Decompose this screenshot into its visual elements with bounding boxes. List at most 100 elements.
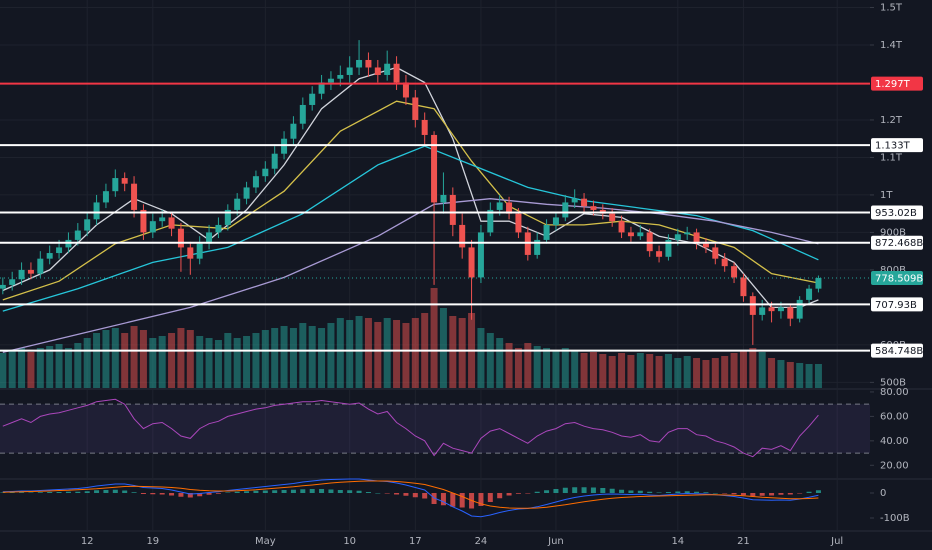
- histogram-bar: [103, 490, 109, 493]
- volume-bar: [186, 330, 194, 388]
- volume-bar: [458, 318, 466, 388]
- y-tick-label: 1.4T: [880, 40, 903, 51]
- histogram-bar: [215, 493, 221, 494]
- candle-body: [262, 168, 269, 177]
- candle-body: [84, 219, 91, 231]
- moving-average: [2, 66, 819, 309]
- histogram-bar: [394, 493, 400, 495]
- candle-body: [0, 284, 6, 289]
- x-tick-label: 14: [671, 536, 684, 547]
- histogram-bar: [619, 489, 625, 493]
- candle-body: [684, 232, 691, 235]
- x-tick-label: May: [255, 536, 276, 547]
- histogram-bar: [253, 490, 259, 493]
- volume-bar: [711, 358, 719, 388]
- histogram-bar: [262, 490, 268, 493]
- candle-body: [318, 82, 325, 94]
- histogram-bar: [759, 493, 765, 496]
- x-tick-label: 17: [409, 536, 422, 547]
- volume-bar: [149, 338, 157, 388]
- candle-body: [721, 258, 728, 267]
- candle-body: [299, 104, 306, 124]
- candle-body: [618, 221, 625, 233]
- volume-bar: [158, 336, 166, 388]
- candle-body: [487, 209, 494, 233]
- candle-body: [759, 307, 766, 315]
- y-tick-label: 1.2T: [880, 115, 903, 126]
- price-label-box: [871, 235, 923, 250]
- volume-bar: [8, 350, 16, 388]
- histogram-bar: [581, 487, 587, 493]
- histogram-bar: [234, 491, 240, 493]
- x-tick-label: 21: [737, 536, 750, 547]
- histogram-bar: [347, 490, 353, 493]
- volume-bar: [571, 350, 579, 388]
- volume-bar: [580, 353, 588, 388]
- candle-body: [496, 202, 503, 210]
- price-label-box: [871, 270, 923, 285]
- x-tick-label: Jun: [547, 536, 564, 547]
- x-tick-label: 10: [343, 536, 356, 547]
- histogram-bar: [65, 491, 71, 493]
- histogram-bar: [647, 491, 653, 493]
- price-label: 778.509B: [875, 273, 923, 284]
- candle-body: [37, 258, 44, 274]
- histogram-bar: [440, 493, 446, 506]
- candle-body: [27, 269, 34, 274]
- candle-body: [749, 296, 756, 315]
- x-tick-label: 19: [146, 536, 159, 547]
- candle-body: [431, 134, 438, 203]
- candle-body: [112, 178, 119, 192]
- candle-body: [252, 176, 259, 188]
- histogram-bar: [628, 490, 634, 493]
- histogram-bar: [703, 492, 709, 493]
- candle-body: [777, 307, 784, 312]
- volume-bar: [739, 350, 747, 388]
- y-tick-label: 20.00: [880, 460, 909, 471]
- volume-bar: [721, 356, 729, 388]
- candle-body: [346, 67, 353, 75]
- candle-body: [693, 232, 700, 244]
- candle-body: [637, 232, 644, 237]
- candle-body: [149, 221, 156, 233]
- histogram-bar: [112, 489, 118, 493]
- candle-body: [140, 209, 147, 233]
- histogram-bar: [9, 492, 15, 493]
- price-label: 707.93B: [875, 300, 917, 311]
- volume-bar: [36, 348, 44, 388]
- volume-bar: [364, 318, 372, 388]
- x-tick-label: 12: [81, 536, 94, 547]
- rsi-line: [2, 398, 819, 458]
- histogram-bar: [665, 492, 671, 493]
- histogram-bar: [731, 493, 737, 495]
- volume-bar: [533, 346, 541, 388]
- candle-body: [74, 230, 81, 240]
- histogram-bar: [787, 493, 793, 495]
- candle-body: [459, 224, 466, 248]
- candle-body: [731, 266, 738, 278]
- volume-bar: [280, 326, 288, 388]
- candle-body: [806, 288, 813, 300]
- candle-body: [56, 247, 63, 254]
- volume-bar: [505, 343, 513, 388]
- price-label-box: [871, 205, 923, 220]
- volume-bar: [655, 356, 663, 388]
- volume-bar: [0, 353, 7, 388]
- y-tick-label: 40.00: [880, 436, 909, 447]
- volume-bar: [524, 343, 532, 388]
- volume-bar: [693, 358, 701, 388]
- volume-bar: [589, 352, 597, 388]
- histogram-bar: [328, 489, 334, 493]
- volume-bar: [749, 348, 757, 388]
- volume-bar: [252, 333, 260, 388]
- volume-bar: [271, 328, 279, 388]
- volume-bar: [702, 360, 710, 388]
- candle-body: [440, 194, 447, 203]
- histogram-bar: [197, 493, 203, 497]
- histogram-bar: [84, 491, 90, 493]
- candle-body: [224, 209, 231, 225]
- y-tick-label: 1.1T: [880, 152, 903, 163]
- price-label: 953.02B: [875, 208, 917, 219]
- candle-body: [562, 202, 569, 218]
